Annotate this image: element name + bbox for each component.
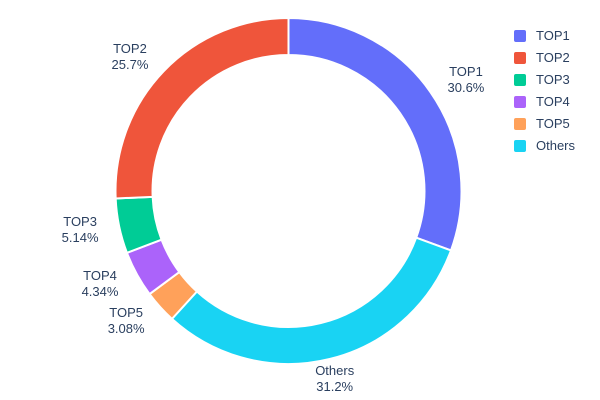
slice-label-percent: 31.2% <box>316 379 354 395</box>
legend: TOP1 TOP2 TOP3 TOP4 TOP5 Others <box>514 25 575 157</box>
legend-label: TOP5 <box>536 116 570 131</box>
legend-swatch-top1 <box>514 30 526 42</box>
slice-label-name: TOP1 <box>449 63 483 79</box>
legend-label: TOP4 <box>536 94 570 109</box>
legend-swatch-top4 <box>514 96 526 108</box>
slice-label-percent: 5.14% <box>61 230 99 246</box>
slice-label-top3: TOP3 5.14% <box>62 214 99 246</box>
legend-swatch-top5 <box>514 118 526 130</box>
slice-label-name: TOP5 <box>109 305 143 321</box>
slice-top2[interactable] <box>114 17 290 200</box>
slice-others[interactable] <box>170 236 452 365</box>
legend-swatch-top2 <box>514 52 526 64</box>
slice-label-name: TOP3 <box>63 214 97 230</box>
legend-label: Others <box>536 138 576 153</box>
slice-label-name: TOP2 <box>113 40 147 56</box>
slice-label-top2: TOP2 25.7% <box>112 41 149 73</box>
legend-item-top5[interactable]: TOP5 <box>514 113 575 135</box>
legend-label: TOP3 <box>536 72 570 87</box>
legend-swatch-top3 <box>514 74 526 86</box>
slice-label-name: TOP4 <box>83 268 117 284</box>
slice-label-percent: 4.34% <box>81 284 119 300</box>
legend-item-top1[interactable]: TOP1 <box>514 25 575 47</box>
legend-swatch-others <box>514 140 526 152</box>
legend-item-others[interactable]: Others <box>514 135 575 157</box>
legend-label: TOP2 <box>536 50 570 65</box>
slice-top1[interactable] <box>287 17 463 252</box>
slice-label-name: Others <box>315 363 355 379</box>
slice-label-percent: 30.6% <box>447 79 485 95</box>
slice-label-others: Others 31.2% <box>315 363 354 395</box>
slice-label-top1: TOP1 30.6% <box>448 64 485 96</box>
slice-label-percent: 3.08% <box>107 321 145 337</box>
slice-label-percent: 25.7% <box>111 56 149 72</box>
legend-item-top3[interactable]: TOP3 <box>514 69 575 91</box>
legend-label: TOP1 <box>536 28 570 43</box>
slice-label-top5: TOP5 3.08% <box>108 305 145 337</box>
slice-label-top4: TOP4 4.34% <box>82 268 119 300</box>
legend-item-top4[interactable]: TOP4 <box>514 91 575 113</box>
legend-item-top2[interactable]: TOP2 <box>514 47 575 69</box>
